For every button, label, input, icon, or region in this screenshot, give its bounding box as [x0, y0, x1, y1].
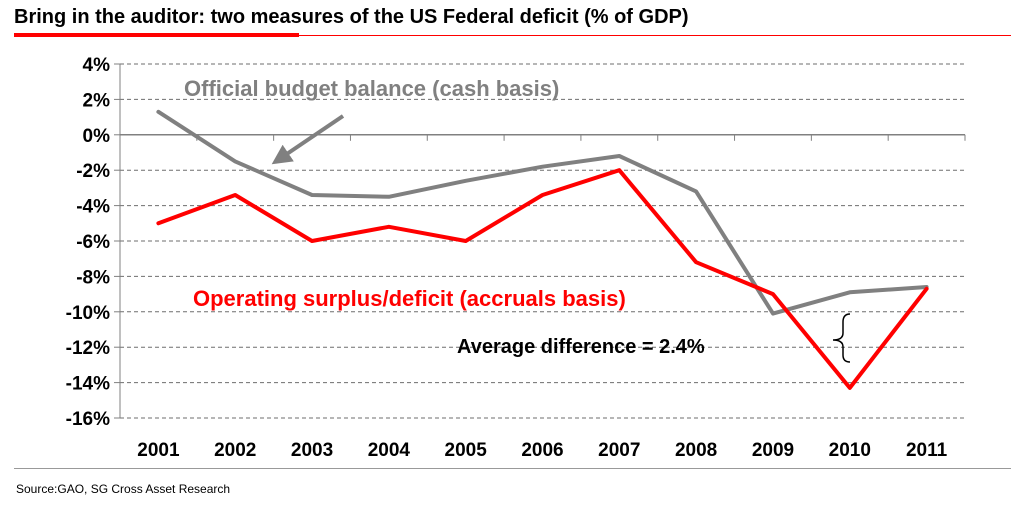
x-tick-label: 2001	[137, 440, 180, 461]
y-tick-label: -12%	[66, 338, 110, 359]
y-tick-label: -6%	[76, 232, 110, 253]
chart-title: Bring in the auditor: two measures of th…	[14, 6, 689, 28]
source-note: Source:GAO, SG Cross Asset Research	[16, 482, 231, 496]
deficit-line-chart: 4% 2% 0% -2% -4% -6% -8% -10% -12% -14% -16% 2001 20…	[66, 55, 966, 461]
series-line-accruals-basis	[156, 168, 929, 390]
y-tick-label: -2%	[76, 161, 110, 182]
x-tick-label: 2010	[829, 440, 871, 461]
y-tick-label: -16%	[66, 409, 110, 430]
x-tick-label: 2011	[906, 440, 948, 461]
y-tick-label: 2%	[83, 90, 111, 111]
series-label-accruals-basis: Operating surplus/deficit (accruals basi…	[193, 286, 626, 311]
series-line-cash-basis	[156, 109, 929, 316]
cash-basis-pointer-arrow	[271, 114, 345, 165]
y-tick-label: -8%	[76, 267, 110, 288]
y-tick-label: -4%	[76, 197, 110, 218]
difference-brace-icon	[832, 313, 851, 363]
x-tick-label: 2007	[598, 440, 640, 461]
x-tick-label: 2004	[368, 440, 411, 461]
y-tick-label: 0%	[83, 126, 111, 147]
x-tick-label: 2006	[521, 440, 563, 461]
x-tick-label: 2005	[445, 440, 488, 461]
series-label-cash-basis: Official budget balance (cash basis)	[184, 76, 559, 101]
y-tick-label: -10%	[66, 303, 110, 324]
y-tick-label: 4%	[83, 55, 111, 76]
footer-divider-line	[14, 468, 1011, 469]
title-accent-bar	[14, 33, 299, 37]
title-divider-line	[299, 35, 1011, 36]
y-tick-label: -14%	[66, 374, 110, 395]
average-difference-label: Average difference = 2.4%	[457, 336, 705, 358]
x-tick-label: 2002	[214, 440, 256, 461]
x-tick-label: 2003	[291, 440, 333, 461]
x-tick-label: 2009	[752, 440, 794, 461]
x-tick-label: 2008	[675, 440, 717, 461]
